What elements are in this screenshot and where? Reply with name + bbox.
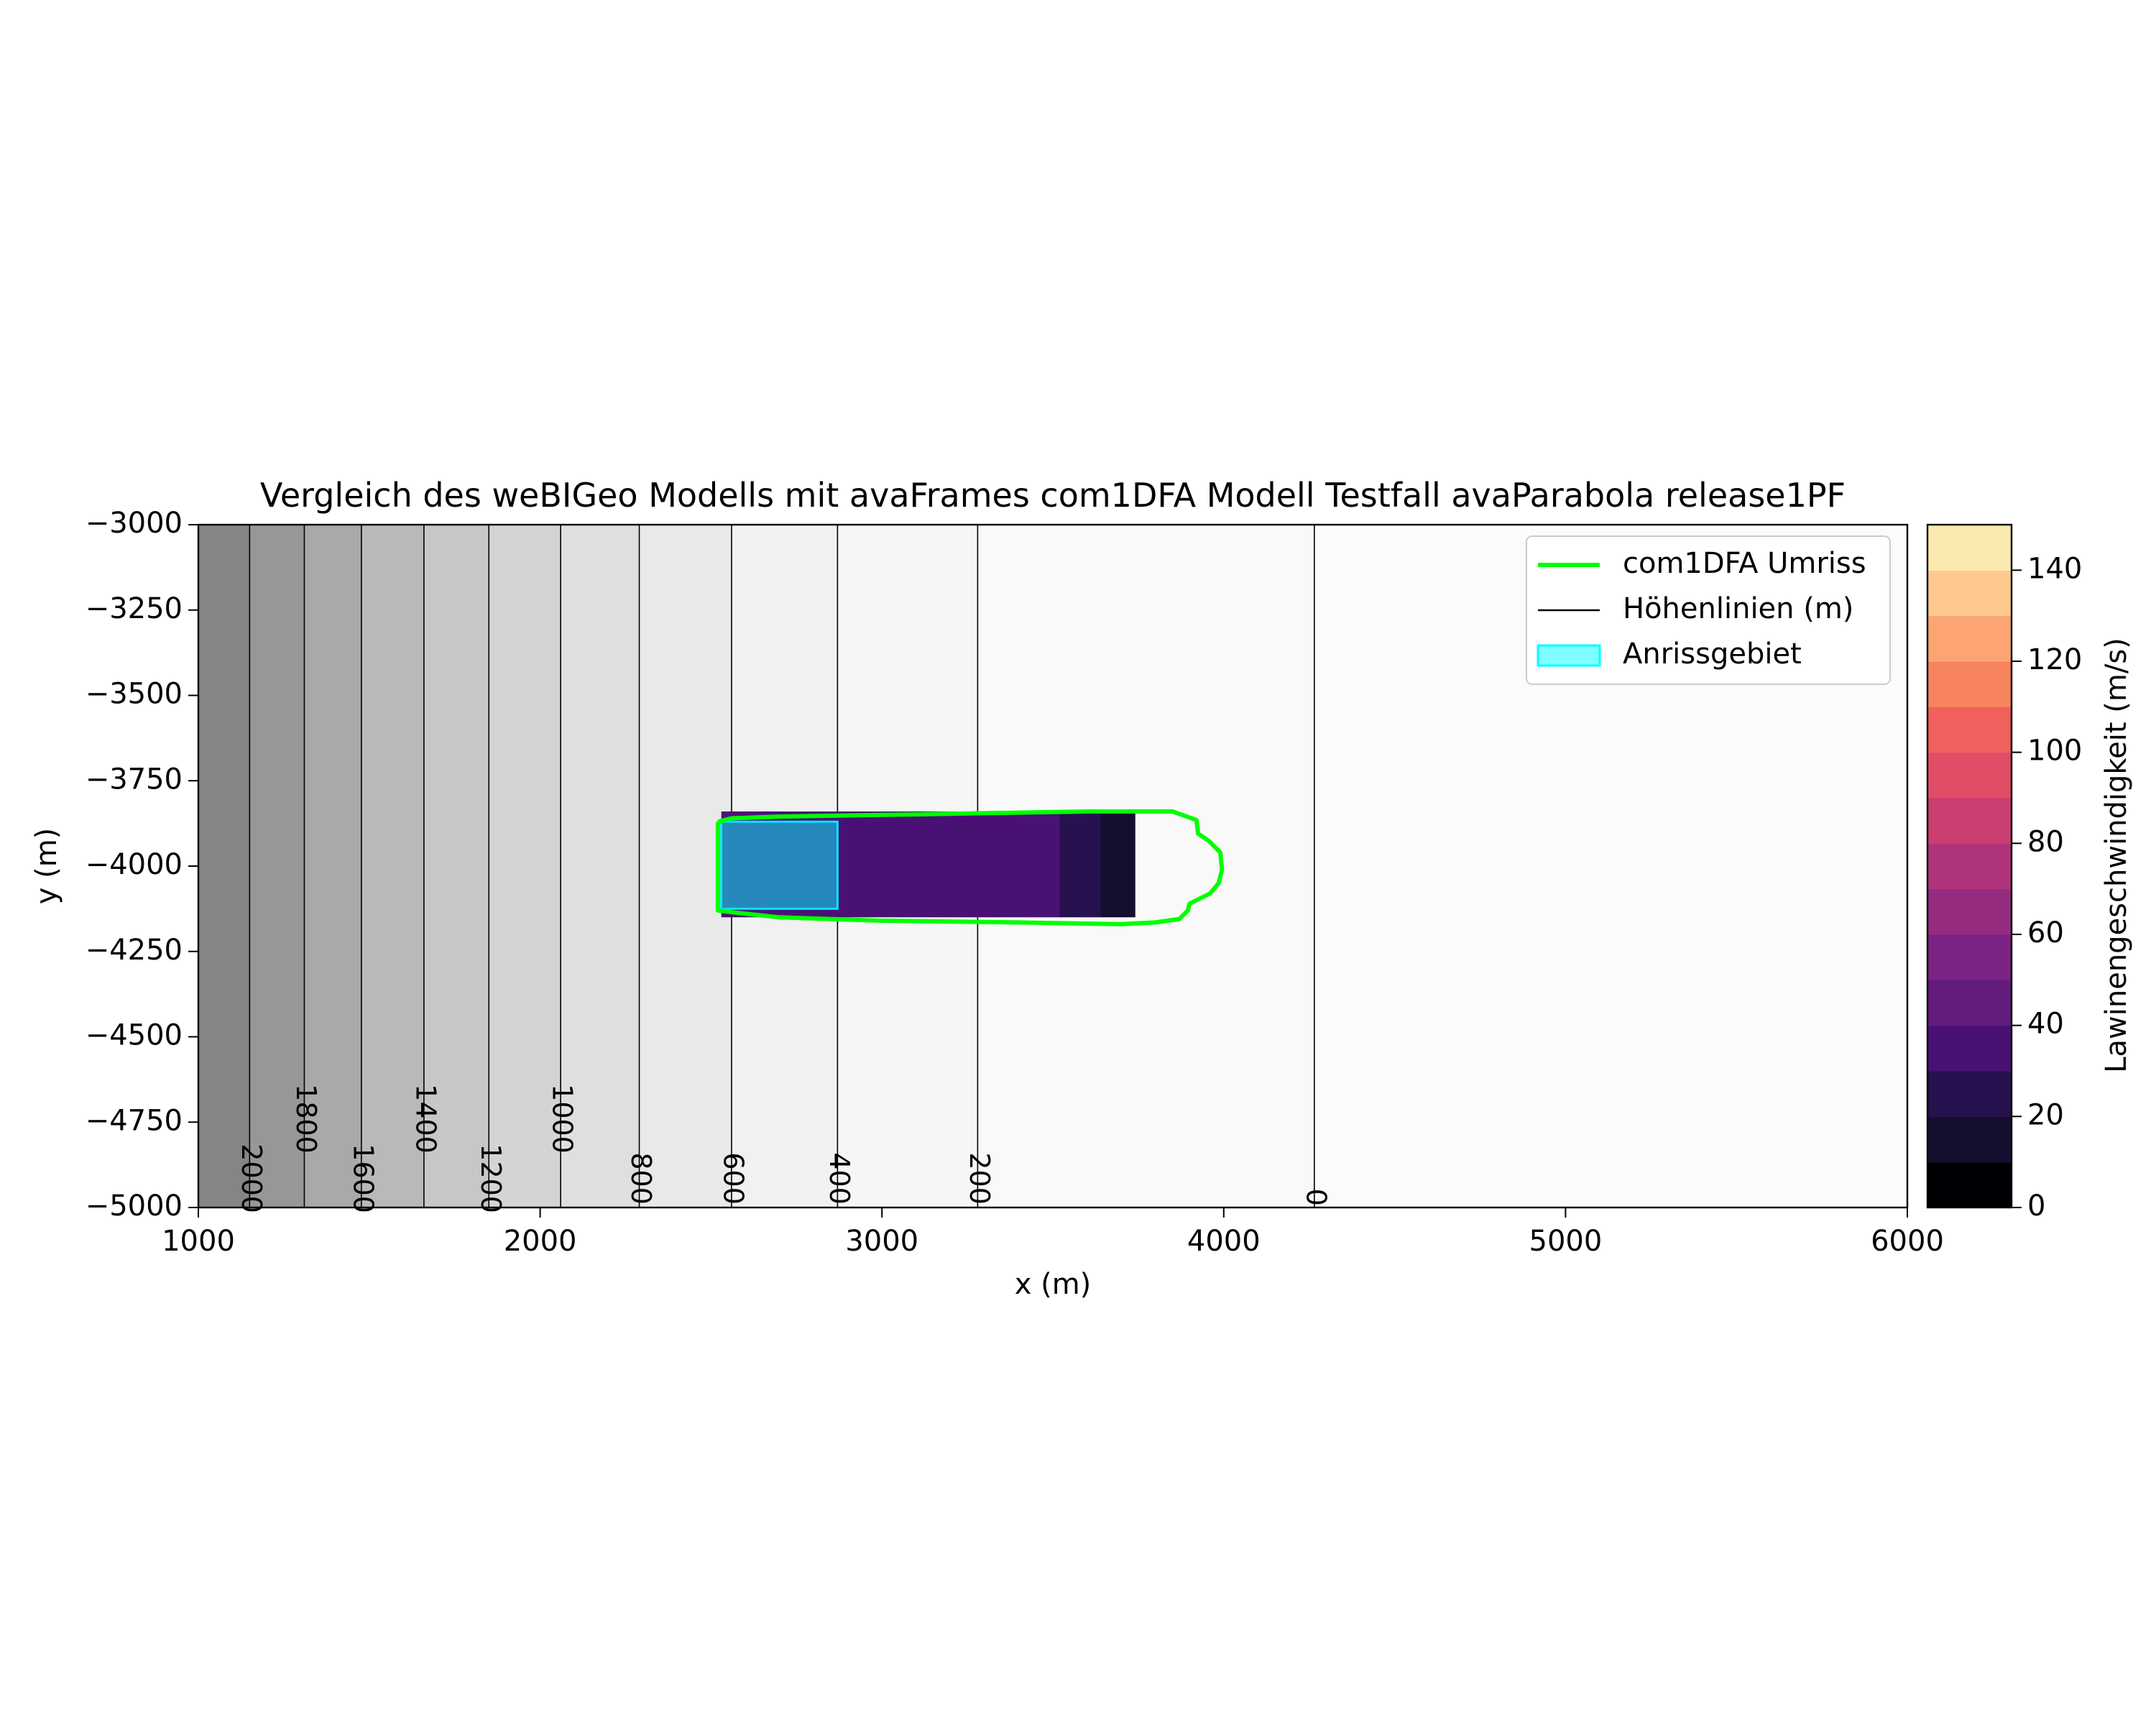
colorbar-segment xyxy=(1927,888,2012,935)
colorbar-segment xyxy=(1927,843,2012,890)
contour-label: 1200 xyxy=(475,1144,507,1213)
colorbar-segment xyxy=(1927,525,2012,571)
elevation-band xyxy=(561,525,640,1208)
y-tick-label: −4750 xyxy=(86,1104,183,1137)
colorbar-tick-label: 0 xyxy=(2027,1190,2045,1223)
contour-label: 400 xyxy=(824,1152,855,1205)
colorbar-segment xyxy=(1927,1071,2012,1117)
x-tick-label: 1000 xyxy=(162,1225,235,1258)
elevation-band xyxy=(249,525,305,1208)
y-tick-label: −3000 xyxy=(86,507,183,540)
contour-label: 1800 xyxy=(290,1084,322,1154)
colorbar-tick-label: 100 xyxy=(2027,735,2082,768)
colorbar-segment xyxy=(1927,1025,2012,1072)
legend-box xyxy=(1526,535,1891,685)
elevation-band xyxy=(423,525,489,1208)
velocity-region xyxy=(1059,811,1102,918)
colorbar-segment xyxy=(1927,1116,2012,1163)
x-tick-label: 5000 xyxy=(1529,1225,1603,1258)
elevation-band xyxy=(489,525,561,1208)
release-area xyxy=(720,820,839,910)
contour-label: 800 xyxy=(625,1152,657,1205)
colorbar-tick-label: 60 xyxy=(2027,916,2064,949)
x-tick-label: 2000 xyxy=(504,1225,577,1258)
contour-label: 1400 xyxy=(410,1084,441,1154)
chart-title: Vergleich des weBIGeo Modells mit avaFra… xyxy=(260,476,1846,515)
y-tick-label: −3750 xyxy=(86,763,183,796)
colorbar-tick-label: 40 xyxy=(2027,1008,2064,1041)
y-tick-label: −4000 xyxy=(86,848,183,881)
colorbar-segment xyxy=(1927,615,2012,662)
x-tick-label: 3000 xyxy=(845,1225,918,1258)
colorbar-segment xyxy=(1927,570,2012,617)
contour-label: 600 xyxy=(717,1152,749,1205)
x-axis-label: x (m) xyxy=(1015,1268,1092,1301)
colorbar-segment xyxy=(1927,752,2012,799)
colorbar-segment xyxy=(1927,934,2012,980)
contour-label: 2000 xyxy=(236,1144,267,1213)
colorbar-segment xyxy=(1927,661,2012,707)
elevation-band xyxy=(361,525,425,1208)
legend-swatch xyxy=(1537,644,1601,667)
legend-label: Höhenlinien (m) xyxy=(1623,592,1853,625)
y-tick-label: −3250 xyxy=(86,592,183,625)
com1DFA-outline xyxy=(715,809,1225,926)
contour-label: 1000 xyxy=(547,1084,579,1154)
y-tick-label: −5000 xyxy=(86,1190,183,1223)
colorbar-tick-label: 140 xyxy=(2027,552,2082,585)
y-axis-label: y (m) xyxy=(30,828,63,905)
contour-label: 0 xyxy=(1300,1189,1332,1206)
elevation-band xyxy=(304,525,362,1208)
contour-label: 1600 xyxy=(347,1144,379,1213)
x-tick-label: 6000 xyxy=(1871,1225,1944,1258)
legend-label: Anrissgebiet xyxy=(1623,638,1802,671)
y-tick-label: −3500 xyxy=(86,678,183,711)
velocity-region xyxy=(1100,811,1135,918)
colorbar-frame xyxy=(1926,523,2013,1209)
x-tick-label: 4000 xyxy=(1187,1225,1261,1258)
colorbar-segment xyxy=(1927,798,2012,844)
colorbar-tick-label: 120 xyxy=(2027,643,2082,676)
elevation-band xyxy=(198,525,250,1208)
colorbar-segment xyxy=(1927,980,2012,1026)
y-tick-label: −4250 xyxy=(86,934,183,967)
contour-label: 200 xyxy=(964,1152,995,1205)
y-tick-label: −4500 xyxy=(86,1019,183,1052)
colorbar-tick-label: 20 xyxy=(2027,1098,2064,1131)
colorbar-segment xyxy=(1927,707,2012,753)
colorbar-tick-label: 80 xyxy=(2027,825,2064,858)
colorbar: 0 20 40 60 80 100 120 140 xyxy=(1926,523,2082,1223)
legend-label: com1DFA Umriss xyxy=(1623,547,1866,580)
colorbar-label: Lawinengeschwindigkeit (m/s) xyxy=(2100,638,2133,1073)
colorbar-segment xyxy=(1927,1162,2012,1208)
legend: com1DFA Umriss Höhenlinien (m) Anrissgebie… xyxy=(1526,535,1891,685)
